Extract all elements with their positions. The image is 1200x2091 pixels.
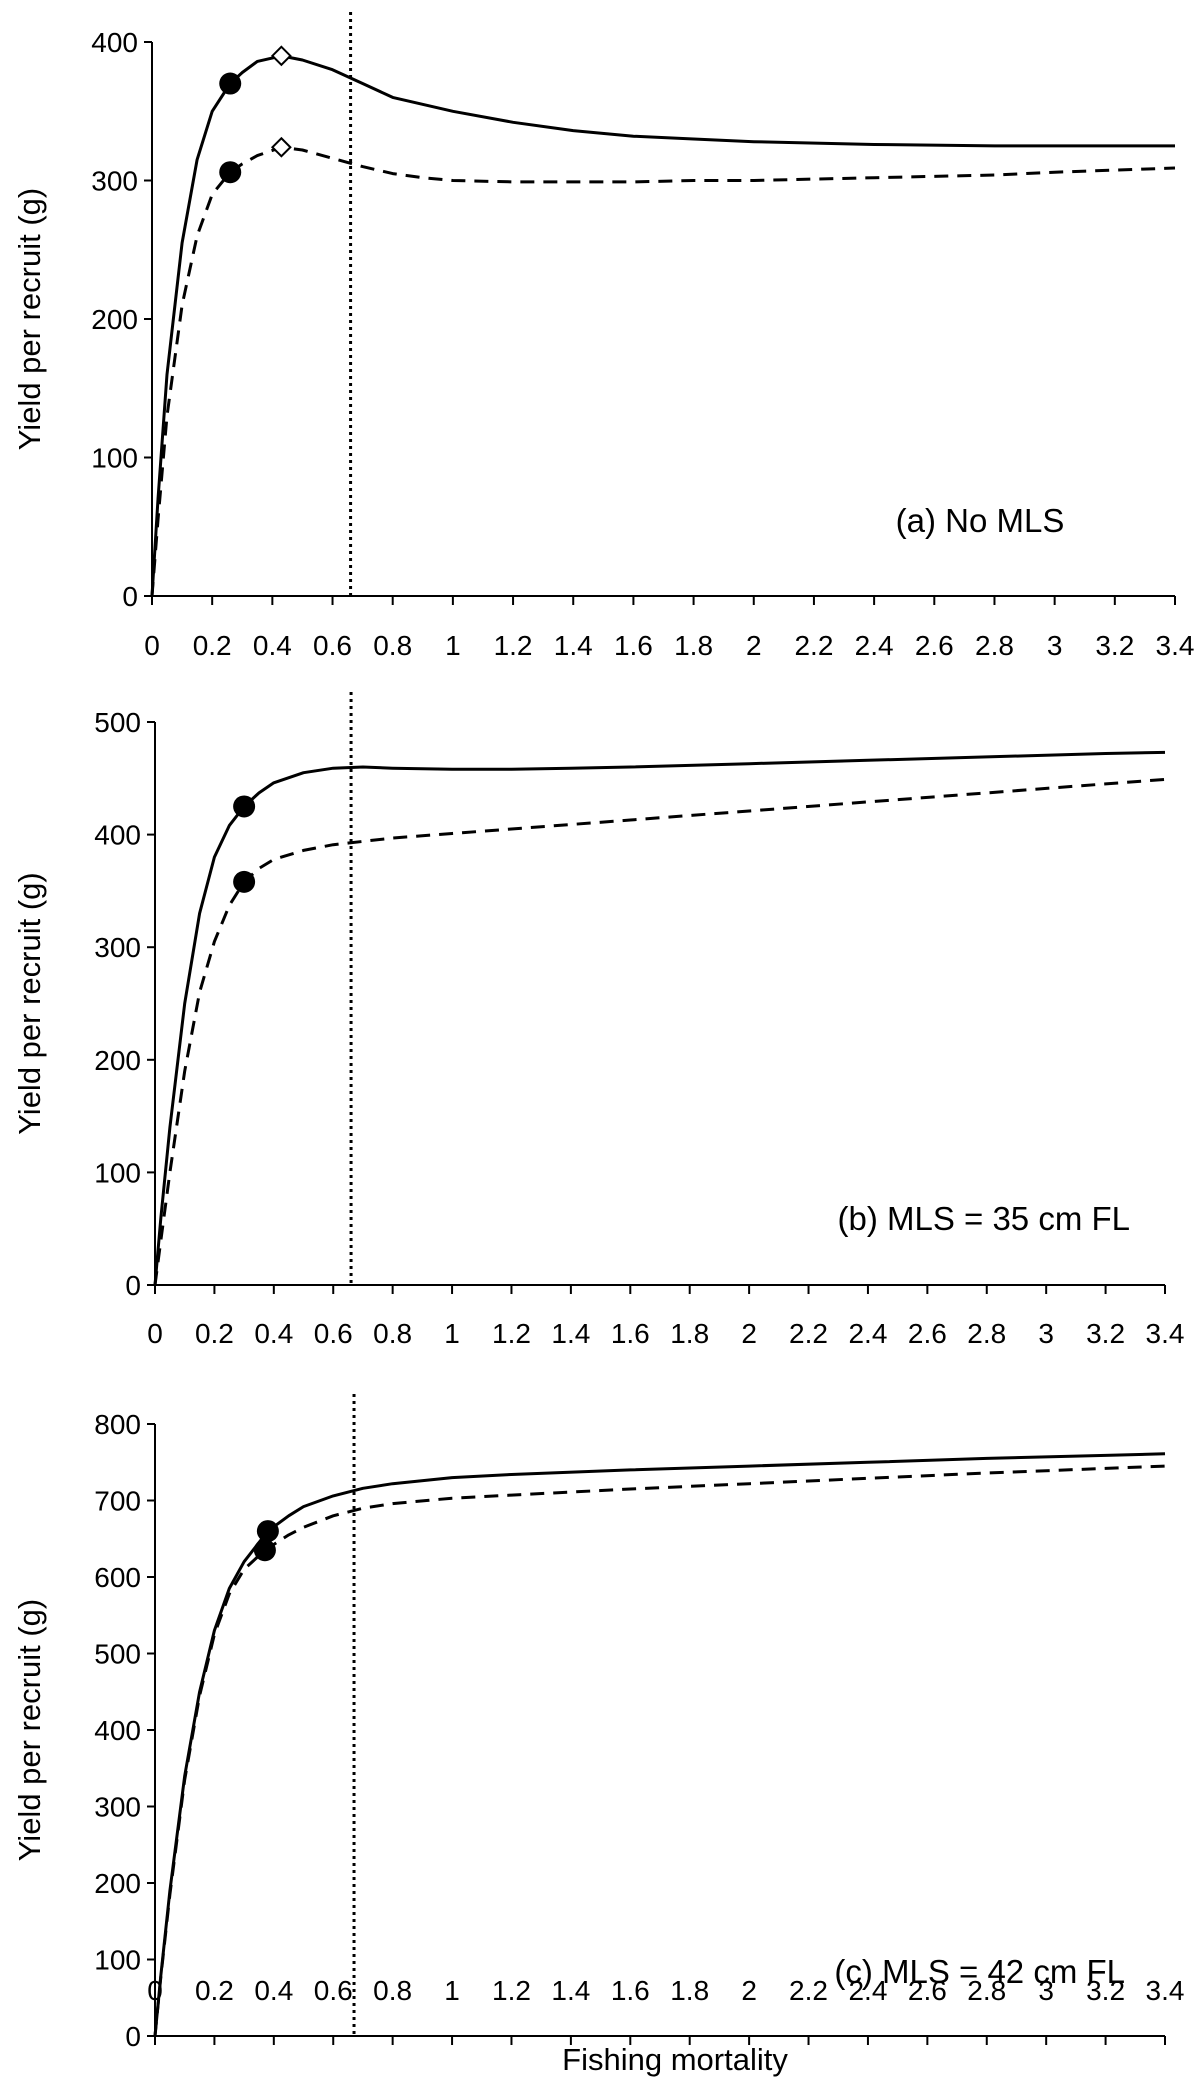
x-tick-label: 2.4 <box>848 1975 887 2006</box>
series-line-solid <box>153 1452 1166 2037</box>
marker-circle <box>219 161 242 184</box>
y-tick-label: 600 <box>94 1562 141 1593</box>
marker-circle <box>219 72 242 95</box>
x-tick-label: 1.4 <box>554 630 593 661</box>
x-tick-label: 0.4 <box>254 1318 293 1349</box>
x-tick-label: 0.2 <box>195 1318 234 1349</box>
y-tick-label: 800 <box>94 1409 141 1440</box>
y-tick-label: 700 <box>94 1486 141 1517</box>
x-tick-label: 2 <box>741 1975 757 2006</box>
series-line-dashed <box>150 145 1176 597</box>
y-tick-label: 200 <box>91 304 138 335</box>
x-tick-label: 2.8 <box>975 630 1014 661</box>
panel-label: (a) No MLS <box>896 502 1065 539</box>
y-tick-label: 0 <box>125 2021 141 2052</box>
x-tick-label: 2 <box>741 1318 757 1349</box>
x-tick-label: 1.4 <box>551 1975 590 2006</box>
y-tick-label: 500 <box>94 707 141 738</box>
marker-circle <box>233 795 256 818</box>
y-tick-label: 400 <box>94 820 141 851</box>
series-line-solid <box>150 54 1175 597</box>
x-tick-label: 0.8 <box>373 630 412 661</box>
y-tick-label: 0 <box>122 581 138 612</box>
marker-diamond <box>270 136 292 158</box>
x-tick-label: 0.2 <box>193 630 232 661</box>
x-tick-label: 2.6 <box>915 630 954 661</box>
marker-circle <box>253 1539 276 1562</box>
x-tick-label: 0.6 <box>313 630 352 661</box>
x-tick-label: 0.2 <box>195 1975 234 2006</box>
x-tick-label: 2.2 <box>794 630 833 661</box>
panel-a: 0 100 200 300 400 0 0.2 0.4 0.6 0.8 1 1.2 1.4 1.6 1.8 2… <box>12 12 1194 661</box>
y-tick-label: 300 <box>94 932 141 963</box>
x-tick-label: 3.4 <box>1146 1318 1185 1349</box>
x-tick-label: 1.2 <box>494 630 533 661</box>
x-tick-label: 0.6 <box>314 1975 353 2006</box>
x-tick-label: 2.6 <box>908 1975 947 2006</box>
x-tick-label: 0.6 <box>314 1318 353 1349</box>
x-tick-label: 3 <box>1038 1318 1054 1349</box>
x-tick-label: 2.2 <box>789 1318 828 1349</box>
x-tick-label: 3.2 <box>1086 1975 1125 2006</box>
x-tick-label: 2 <box>746 630 762 661</box>
x-tick-label: 3.2 <box>1086 1318 1125 1349</box>
x-tick-label: 0 <box>144 630 160 661</box>
x-tick-label: 1.8 <box>674 630 713 661</box>
x-tick-label: 1.6 <box>611 1318 650 1349</box>
x-tick-label: 1.8 <box>670 1318 709 1349</box>
y-tick-label: 300 <box>91 166 138 197</box>
x-tick-label: 1.6 <box>614 630 653 661</box>
x-tick-label: 1.4 <box>551 1318 590 1349</box>
marker-diamond <box>270 45 292 67</box>
x-tick-label: 3.4 <box>1156 630 1195 661</box>
x-tick-label: 3.2 <box>1095 630 1134 661</box>
x-tick-label: 1.2 <box>492 1318 531 1349</box>
y-axis-title: Yield per recruit (g) <box>12 188 47 450</box>
x-tick-label: 1 <box>445 630 461 661</box>
x-tick-label: 1 <box>444 1975 460 2006</box>
y-tick-label: 100 <box>91 443 138 474</box>
y-tick-label: 0 <box>125 1270 141 1301</box>
x-tick-label: 3.4 <box>1146 1975 1185 2006</box>
y-tick-label: 500 <box>94 1639 141 1670</box>
series-line-dashed <box>153 777 1166 1286</box>
x-tick-label: 2.6 <box>908 1318 947 1349</box>
y-axis-title: Yield per recruit (g) <box>12 1599 47 1861</box>
panel-label: (b) MLS = 35 cm FL <box>837 1200 1130 1237</box>
x-tick-label: 2.8 <box>967 1318 1006 1349</box>
y-tick-label: 400 <box>94 1715 141 1746</box>
x-tick-label: 1.2 <box>492 1975 531 2006</box>
y-axis-title: Yield per recruit (g) <box>12 872 47 1134</box>
y-tick-label: 300 <box>94 1792 141 1823</box>
y-tick-label: 100 <box>94 1945 141 1976</box>
x-tick-label: 3 <box>1047 630 1063 661</box>
y-tick-label: 200 <box>94 1868 141 1899</box>
panel-label: (c) MLS = 42 cm FL <box>834 1953 1125 1990</box>
series-line-dashed <box>153 1464 1166 2037</box>
marker-circle <box>256 1520 279 1543</box>
x-tick-label: 2.8 <box>967 1975 1006 2006</box>
x-tick-label: 1 <box>444 1318 460 1349</box>
x-tick-label: 2.4 <box>848 1318 887 1349</box>
x-tick-label: 0 <box>147 1318 163 1349</box>
x-tick-label: 0.8 <box>373 1975 412 2006</box>
panel-b: 0 100 200 300 400 500 0 0.2 0.4 0.6 0.8 1 1.2 1.4 1.6 1… <box>12 692 1184 1349</box>
marker-circle <box>233 870 256 893</box>
y-tick-label: 400 <box>91 27 138 58</box>
series-line-solid <box>153 750 1166 1286</box>
y-tick-label: 100 <box>94 1157 141 1188</box>
x-tick-label: 1.6 <box>611 1975 650 2006</box>
x-tick-label: 2.4 <box>855 630 894 661</box>
x-tick-label: 0.4 <box>253 630 292 661</box>
x-tick-label: 0.4 <box>254 1975 293 2006</box>
y-tick-label: 200 <box>94 1045 141 1076</box>
x-tick-label: 0.8 <box>373 1318 412 1349</box>
x-axis-title: Fishing mortality <box>562 2042 788 2077</box>
x-tick-label: 1.8 <box>670 1975 709 2006</box>
x-tick-label: 3 <box>1038 1975 1054 2006</box>
x-tick-label: 2.2 <box>789 1975 828 2006</box>
